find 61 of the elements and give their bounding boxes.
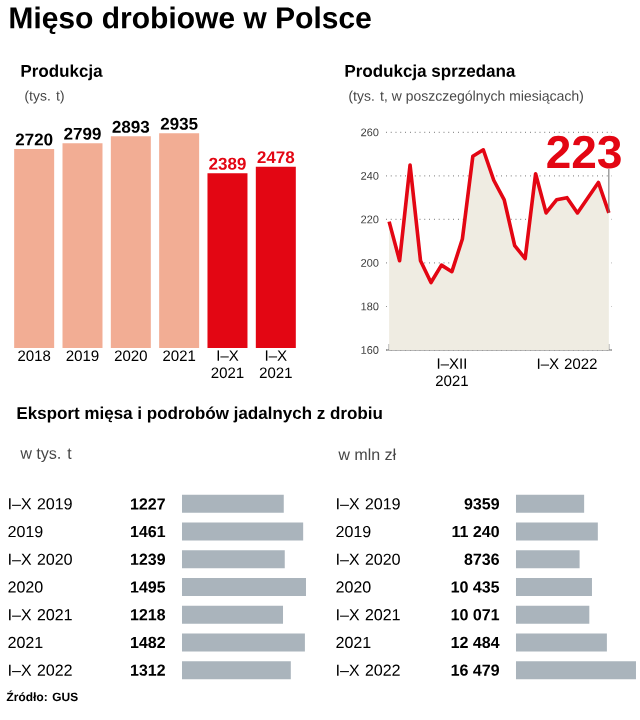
bar (110, 136, 151, 349)
y-tick-label: I–X 2019 (337, 498, 400, 510)
data-label: 1239 (131, 553, 165, 565)
bar (515, 633, 607, 652)
bar (515, 550, 580, 569)
text: w mln zł (338, 448, 397, 460)
bar (159, 133, 200, 349)
bar (181, 633, 305, 652)
y-tick-label: 2020 (336, 581, 371, 593)
data-label: 1312 (131, 664, 165, 676)
y-tick-label: I–X 2022 (337, 664, 400, 676)
bar (515, 522, 598, 541)
data-label: 2799 (64, 127, 101, 140)
data-label: 11 240 (452, 525, 499, 538)
data-label: 12 484 (451, 636, 500, 649)
data-label: 10 071 (451, 609, 500, 621)
data-label: 2389 (209, 157, 246, 170)
data-label: 1218 (131, 609, 166, 621)
bar (181, 661, 291, 680)
bar (515, 578, 592, 596)
y-tick-label: 2019 (8, 525, 43, 538)
data-label: 2720 (15, 133, 53, 146)
y-tick-label: 2021 (336, 636, 371, 649)
bar (181, 522, 304, 541)
data-label: 2893 (112, 120, 150, 133)
bar (14, 148, 55, 349)
y-tick-label: I–X 2019 (9, 498, 72, 510)
bar (207, 173, 248, 349)
text: Mięso drobiowe w Polsce (10, 6, 371, 35)
data-label: 16 479 (451, 664, 499, 676)
y-tick-label: I–X 2021 (337, 609, 400, 621)
y-tick-label: I–X 2021 (9, 609, 72, 621)
data-label: 8736 (464, 553, 499, 565)
chart-title: Produkcja sprzedana (345, 64, 516, 81)
chart-title: Produkcja (21, 64, 103, 81)
data-label: 2478 (257, 151, 295, 164)
data-label: 1227 (131, 498, 165, 510)
y-tick-label: I–X 2022 (9, 664, 72, 676)
y-tick-label: 2020 (8, 581, 43, 593)
y-tick-label: 2021 (8, 636, 43, 649)
data-label: 1482 (131, 636, 165, 649)
data-label: 2935 (160, 117, 198, 130)
data-label: 9359 (464, 498, 499, 510)
data-label: 1495 (131, 581, 166, 593)
y-tick-label: I–X 2020 (337, 553, 400, 565)
bar (181, 578, 306, 596)
bar (181, 550, 285, 569)
y-tick-label: 2019 (336, 525, 371, 538)
bar (515, 605, 590, 624)
data-label: 223 (547, 135, 621, 169)
bar (515, 494, 585, 513)
bar (62, 143, 103, 349)
bar (255, 166, 296, 349)
bar (515, 661, 636, 680)
data-label: 10 435 (451, 581, 500, 593)
bar (181, 494, 284, 513)
chart-title: Eksport mięsa i podrobów jadalnych z drobiu (17, 406, 382, 423)
y-tick-label: I–X 2020 (9, 553, 72, 565)
data-label: 1461 (131, 525, 166, 538)
text: w tys. t (20, 448, 72, 463)
bar (181, 605, 284, 624)
